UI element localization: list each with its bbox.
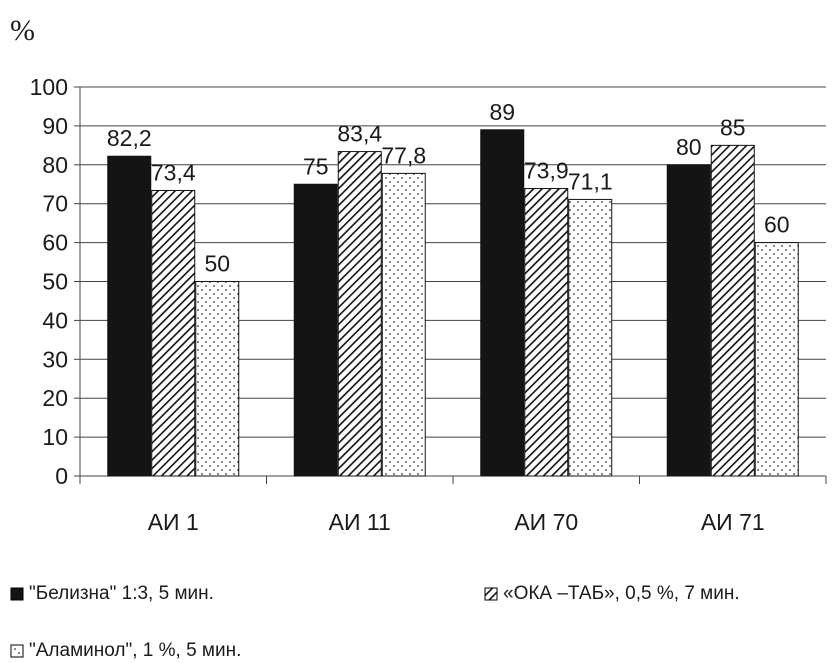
y-unit-label: %	[10, 14, 35, 47]
bar	[524, 188, 569, 477]
data-label: 73,9	[524, 158, 569, 184]
data-label: 85	[720, 114, 746, 140]
data-label: 82,2	[107, 125, 152, 151]
data-label: 60	[764, 212, 790, 238]
data-label: 75	[303, 153, 329, 179]
bar	[710, 144, 755, 477]
bar-chart: 0 10 20 30 40 50 60 70 80 90 100 82,2 73,4 50 АИ 1 75 8…	[30, 74, 827, 535]
bar	[337, 151, 382, 477]
y-tick-label: 40	[42, 307, 68, 333]
data-label: 73,4	[151, 159, 196, 185]
legend-label-belizna: "Белизна" 1:3, 5 мин.	[29, 583, 214, 604]
y-tick-label: 80	[42, 152, 68, 178]
legend-label-oka-tab: «ОКА –ТАБ», 0,5 %, 7 мин.	[503, 583, 740, 604]
bar	[151, 189, 196, 477]
bar	[754, 242, 799, 477]
data-label: 50	[204, 251, 230, 277]
bar	[568, 198, 613, 477]
data-label: 80	[676, 134, 702, 160]
data-label: 89	[489, 99, 515, 125]
x-tick-label: АИ 71	[701, 509, 765, 535]
y-tick-label: 60	[42, 230, 68, 256]
y-tick-label: 90	[42, 113, 68, 139]
x-tick-label: АИ 70	[514, 509, 578, 535]
bar	[107, 155, 152, 477]
legend-label-alaminol: "Аламинол", 1 %, 5 мин.	[29, 640, 242, 661]
y-tick-label: 10	[42, 424, 68, 450]
bar	[666, 164, 711, 477]
legend-swatch-dots	[10, 644, 24, 658]
y-tick-label: 50	[42, 269, 68, 295]
data-label: 71,1	[568, 168, 613, 194]
legend-swatch-solid	[10, 587, 24, 601]
data-label: 83,4	[337, 121, 382, 147]
x-tick-label: АИ 11	[329, 509, 391, 535]
legend-item-oka-tab: «ОКА –ТАБ», 0,5 %, 7 мин.	[484, 583, 740, 605]
legend-item-belizna: "Белизна" 1:3, 5 мин.	[10, 583, 214, 605]
y-tick-label: 30	[42, 346, 68, 372]
bar	[381, 172, 426, 477]
bar	[195, 281, 240, 477]
x-tick-label: АИ 1	[148, 509, 199, 535]
legend-item-alaminol: "Аламинол", 1 %, 5 мин.	[10, 640, 241, 662]
bar	[480, 129, 525, 477]
data-label: 77,8	[381, 142, 426, 168]
y-tick-label: 0	[55, 463, 68, 489]
legend-swatch-hatch	[484, 587, 498, 601]
y-tick-label: 70	[42, 191, 68, 217]
y-tick-label: 100	[30, 74, 68, 100]
bar	[293, 183, 338, 477]
y-tick-label: 20	[42, 385, 68, 411]
